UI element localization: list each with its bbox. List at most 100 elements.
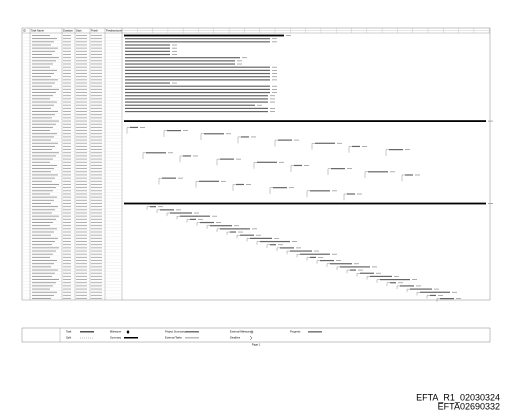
row-cell-placeholder: [63, 215, 71, 217]
task-bar: [250, 237, 272, 239]
row-text-placeholder: [32, 155, 56, 157]
row-cell-placeholder: [91, 95, 102, 97]
row-text-placeholder: [32, 291, 57, 293]
row-cell-placeholder: [91, 152, 102, 154]
row-text-placeholder: [32, 133, 57, 135]
row-cell-placeholder: [63, 120, 71, 122]
row-cell-placeholder: [76, 107, 87, 109]
row-cell-placeholder: [76, 98, 87, 100]
bar-label: [172, 47, 177, 49]
row-cell-placeholder: [63, 161, 71, 163]
row-cell-placeholder: [91, 114, 102, 116]
col-id: ID: [23, 29, 26, 33]
task-bar: [315, 142, 335, 144]
col-duration: Duration: [63, 29, 73, 33]
bar-label: [278, 244, 283, 246]
row-cell-placeholder: [91, 275, 102, 277]
bar-label: [336, 260, 341, 261]
row-cell-placeholder: [63, 35, 71, 36]
row-cell-placeholder: [91, 111, 102, 112]
bar-label: [416, 285, 421, 287]
row-cell-placeholder: [91, 177, 102, 179]
dependency-link: [195, 181, 199, 188]
row-text-placeholder: [32, 279, 59, 280]
legend-box: [21, 327, 491, 343]
row-cell-placeholder: [76, 291, 87, 293]
row-text-placeholder: [32, 209, 55, 211]
bar-label: [270, 95, 275, 97]
row-cell-placeholder: [76, 76, 87, 78]
row-text-placeholder: [32, 193, 50, 195]
row-cell-placeholder: [76, 247, 87, 249]
row-cell-placeholder: [91, 282, 102, 284]
row-cell-placeholder: [76, 168, 87, 170]
row-cell-placeholder: [91, 120, 102, 122]
row-text-placeholder: [32, 44, 51, 46]
row-text-placeholder: [32, 228, 57, 230]
row-cell-placeholder: [63, 136, 71, 138]
row-text-placeholder: [32, 69, 57, 71]
row-cell-placeholder: [91, 126, 102, 128]
row-cell-placeholder: [63, 288, 71, 290]
row-cell-placeholder: [76, 298, 87, 300]
legend-label: Summary: [110, 336, 122, 340]
row-cell-placeholder: [63, 54, 71, 55]
dependency-link: [346, 269, 350, 274]
dependency-link: [436, 298, 440, 302]
row-cell-placeholder: [76, 260, 87, 261]
row-cell-placeholder: [76, 85, 87, 87]
row-cell-placeholder: [63, 263, 71, 265]
bar-label: [272, 76, 277, 78]
row-cell-placeholder: [91, 107, 102, 109]
row-cell-placeholder: [91, 82, 102, 84]
bar-label: [304, 165, 309, 166]
row-text-placeholder: [32, 218, 56, 220]
dependency-link: [216, 158, 220, 166]
row-cell-placeholder: [91, 215, 102, 217]
bar-label: [415, 174, 420, 176]
bar-label: [347, 168, 352, 170]
row-cell-placeholder: [63, 228, 71, 230]
task-bar: [320, 259, 334, 262]
row-cell-placeholder: [63, 260, 71, 261]
row-text-placeholder: [32, 114, 55, 116]
row-text-placeholder: [32, 260, 57, 261]
row-cell-placeholder: [63, 225, 71, 227]
legend-label: Milestone: [110, 330, 122, 334]
footer-legend: Task Split Milestone Summary Project Sum…: [21, 327, 491, 347]
row-cell-placeholder: [76, 275, 87, 277]
row-cell-placeholder: [63, 209, 71, 211]
row-cell-placeholder: [76, 114, 87, 116]
row-cell-placeholder: [91, 142, 102, 144]
row-cell-placeholder: [91, 136, 102, 138]
summary-bar: [124, 120, 486, 122]
row-text-placeholder: [32, 60, 56, 62]
row-cell-placeholder: [63, 60, 71, 62]
row-text-placeholder: [32, 117, 52, 119]
row-cell-placeholder: [91, 298, 102, 300]
row-cell-placeholder: [76, 73, 87, 74]
row-cell-placeholder: [91, 291, 102, 293]
row-cell-placeholder: [76, 139, 87, 141]
dependency-link: [296, 254, 300, 258]
row-cell-placeholder: [76, 237, 87, 239]
row-cell-placeholder: [63, 152, 71, 154]
dependency-link: [232, 184, 236, 191]
bar-label: [452, 291, 457, 293]
row-text-placeholder: [32, 266, 51, 268]
col-finish: Finish: [91, 29, 98, 33]
bar-label: [246, 184, 251, 185]
dependency-link: [426, 295, 430, 299]
row-cell-placeholder: [76, 250, 87, 252]
dependency-link: [266, 244, 270, 248]
row-cell-placeholder: [63, 218, 71, 220]
dependency-link: [286, 250, 290, 255]
row-cell-placeholder: [63, 203, 71, 204]
dependency-link: [396, 285, 400, 290]
row-cell-placeholder: [63, 95, 71, 97]
row-text-placeholder: [32, 247, 59, 249]
row-cell-placeholder: [76, 231, 87, 233]
row-text-placeholder: [32, 107, 51, 109]
row-cell-placeholder: [91, 92, 102, 93]
task-bar: [220, 228, 250, 230]
